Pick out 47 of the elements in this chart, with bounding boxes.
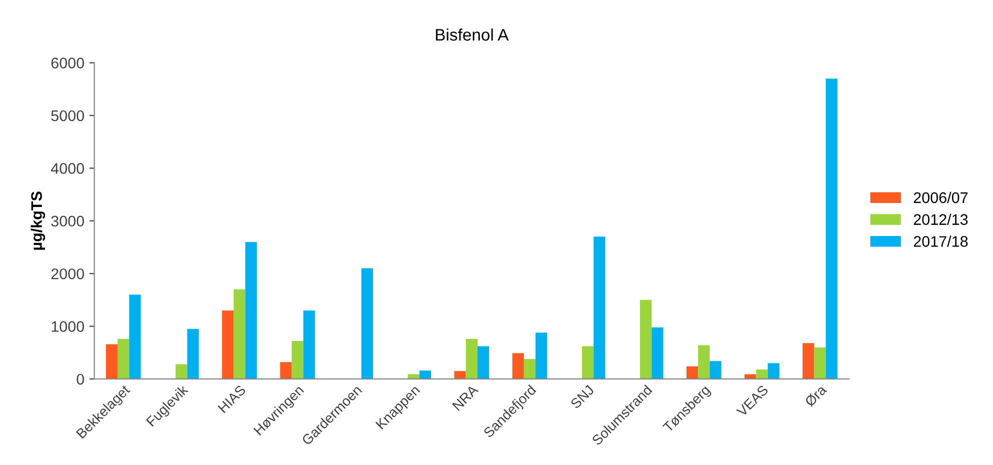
bar	[280, 362, 292, 379]
bar	[536, 332, 548, 379]
bar	[710, 361, 722, 379]
bar	[106, 344, 118, 379]
bar	[234, 289, 246, 379]
legend-label: 2006/07	[914, 192, 968, 204]
bar	[419, 370, 432, 379]
bar	[303, 310, 315, 379]
bar	[640, 300, 652, 379]
y-axis-title: µg/kgTS	[30, 192, 46, 250]
bar	[594, 236, 606, 379]
bar	[524, 358, 536, 379]
bar	[582, 346, 594, 379]
y-tick-label: 5000	[51, 110, 84, 122]
legend-label: 2012/13	[914, 214, 968, 225]
bar	[292, 341, 304, 379]
bar	[129, 294, 141, 379]
bar	[118, 338, 130, 379]
y-tick-label: 6000	[51, 58, 84, 68]
y-tick-label: 0	[76, 374, 84, 385]
y-tick-label: 2000	[51, 268, 84, 280]
bar	[814, 347, 826, 379]
bar	[466, 338, 478, 379]
y-tick-label: 3000	[51, 216, 84, 227]
bar	[652, 327, 664, 379]
bar	[454, 371, 466, 379]
bar	[408, 374, 420, 379]
x-tick-label: Øra	[804, 384, 828, 408]
bar	[176, 364, 188, 379]
bar	[222, 310, 234, 379]
y-tick-label: 4000	[50, 163, 84, 174]
chart-title: Bisfenol A	[436, 28, 509, 41]
bar	[361, 268, 373, 379]
bar	[686, 366, 698, 379]
bar	[477, 346, 490, 379]
bar	[802, 343, 814, 379]
bar	[187, 328, 199, 379]
bar	[698, 345, 710, 379]
bar	[768, 363, 780, 379]
bar	[826, 78, 838, 379]
bar	[245, 242, 257, 379]
legend-label: 2017/18	[914, 236, 968, 247]
x-tick-label: SNJ	[570, 384, 594, 410]
y-tick-label: 1000	[52, 321, 84, 332]
bar	[756, 369, 768, 379]
bar	[512, 353, 524, 379]
bar	[744, 374, 756, 379]
